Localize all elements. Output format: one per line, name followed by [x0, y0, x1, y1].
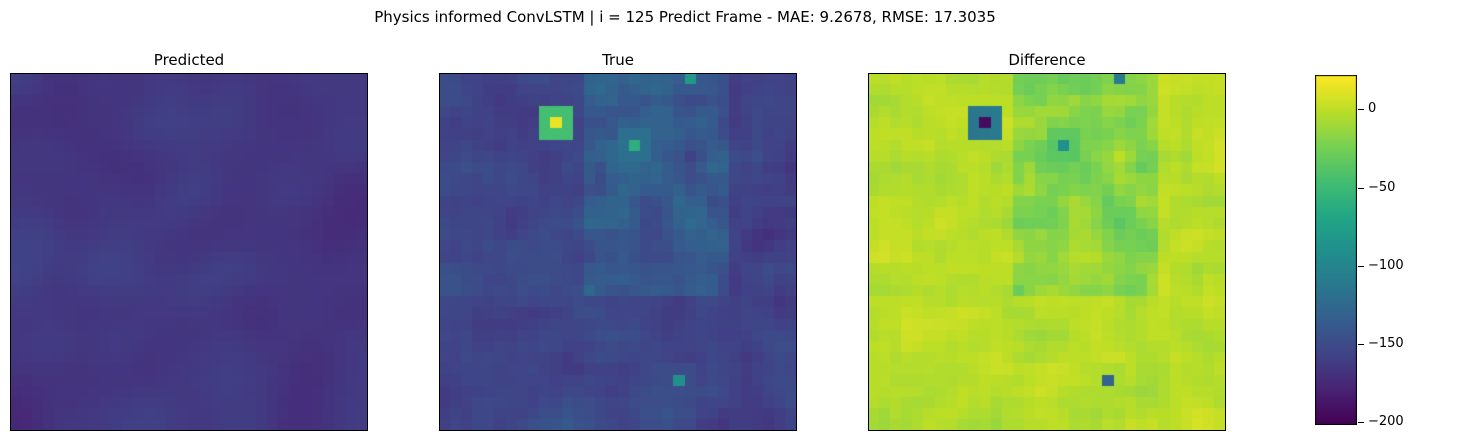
difference-heatmap-panel — [868, 73, 1226, 431]
colorbar-tick-label: −50 — [1368, 179, 1396, 195]
panel-title-true: True — [602, 51, 634, 69]
panel-title-predicted: Predicted — [153, 51, 225, 69]
colorbar-tick — [1358, 343, 1364, 345]
colorbar-tick-label: −150 — [1368, 335, 1404, 351]
colorbar-tick-label: −200 — [1368, 413, 1404, 429]
colorbar-tick — [1358, 265, 1364, 267]
colorbar-tick — [1358, 187, 1364, 189]
true-heatmap — [439, 73, 797, 431]
panel-title-difference: Difference — [1008, 51, 1086, 69]
colorbar-tick — [1358, 109, 1364, 111]
predicted-heatmap — [10, 73, 368, 431]
difference-heatmap — [868, 73, 1226, 431]
true-heatmap-panel — [439, 73, 797, 431]
colorbar-tick-label: −100 — [1368, 257, 1404, 273]
colorbar — [1315, 75, 1357, 425]
predicted-heatmap-panel — [10, 73, 368, 431]
colorbar-tick — [1358, 421, 1364, 423]
colorbar-tick-label: 0 — [1368, 101, 1377, 117]
figure-title: Physics informed ConvLSTM | i = 125 Pred… — [374, 8, 996, 26]
